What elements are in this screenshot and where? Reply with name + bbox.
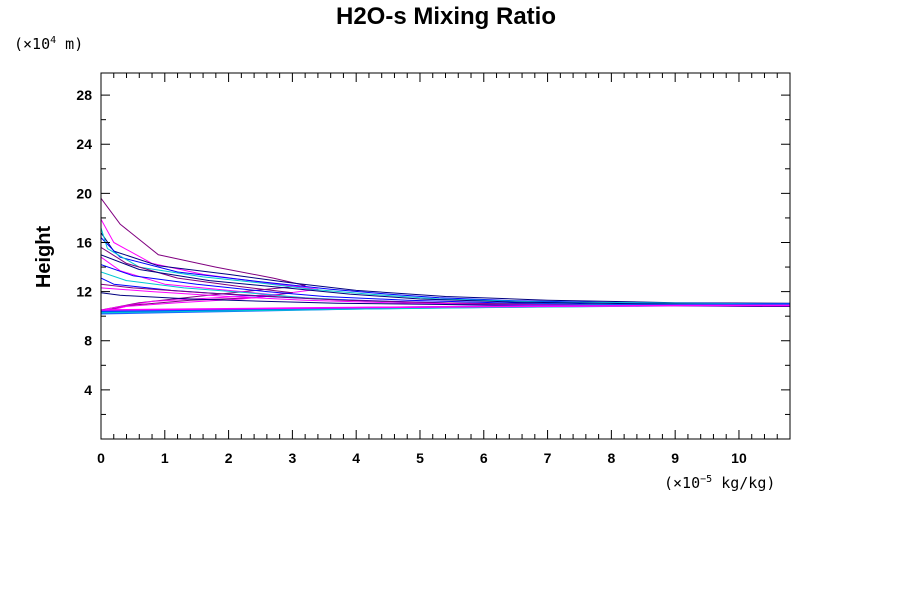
y-tick-label: 24 — [76, 136, 92, 152]
x-tick-label: 9 — [671, 450, 679, 466]
plot-frame — [100, 72, 791, 440]
y-unit-label: (×104 m) — [14, 35, 83, 53]
y-tick-label: 12 — [76, 284, 92, 300]
series-line-profile-blue-1 — [101, 237, 790, 305]
series-line-profile-magenta-1 — [101, 218, 319, 313]
x-tick-label: 1 — [161, 450, 169, 466]
y-axis-label: Height — [33, 226, 55, 289]
x-tick-label: 4 — [352, 450, 360, 466]
series-line-profile-navy-1 — [101, 232, 790, 304]
x-tick-label: 6 — [480, 450, 488, 466]
x-tick-label: 7 — [544, 450, 552, 466]
y-tick-label: 28 — [76, 87, 92, 103]
x-tick-label: 0 — [97, 450, 105, 466]
chart-title: H2O-s Mixing Ratio — [336, 3, 556, 30]
y-tick-label: 16 — [76, 234, 92, 250]
x-tick-label: 5 — [416, 450, 424, 466]
y-tick-label: 8 — [84, 333, 92, 349]
series-line-profile-navy-2 — [101, 254, 790, 305]
x-unit-label: (×10−5 kg/kg) — [664, 474, 775, 492]
x-tick-label: 8 — [607, 450, 615, 466]
y-tick-label: 20 — [76, 185, 92, 201]
series-line-profile-blue-3 — [101, 277, 790, 307]
series-line-profile-purple-2 — [101, 246, 293, 312]
series-line-profile-cyan-1 — [101, 227, 790, 305]
series-line-profile-magenta-4 — [101, 304, 790, 311]
y-tick-label: 4 — [84, 382, 92, 398]
series-line-profile-blue-2 — [101, 264, 790, 306]
x-tick-label: 2 — [225, 450, 233, 466]
x-tick-label: 3 — [288, 450, 296, 466]
series-group — [101, 198, 790, 315]
x-tick-label: 10 — [731, 450, 747, 466]
